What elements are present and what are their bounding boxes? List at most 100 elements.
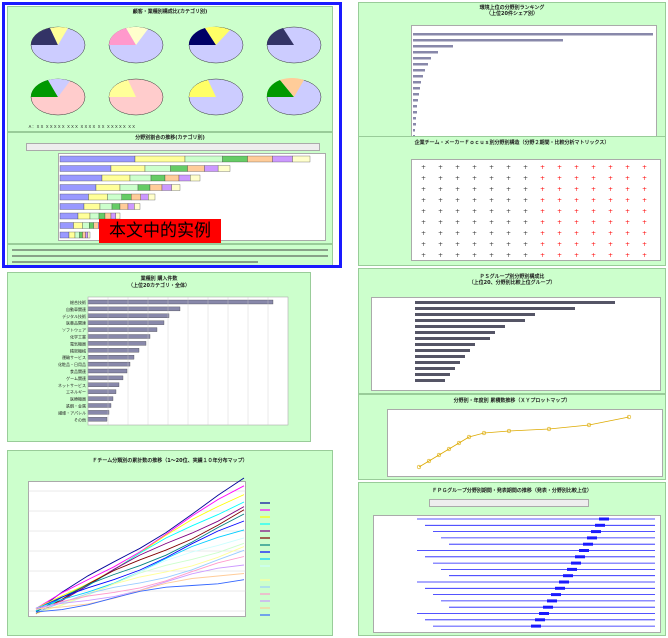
mixed-bar	[415, 355, 465, 358]
matrix-marker: +	[642, 241, 647, 248]
matrix-marker: +	[489, 197, 494, 204]
matrix-marker: +	[523, 208, 528, 215]
matrix-marker: +	[608, 208, 613, 215]
mixed-bar	[415, 343, 475, 346]
gantt-marker	[595, 524, 605, 527]
gantt-marker	[579, 549, 589, 552]
matrix-marker: +	[608, 219, 613, 226]
matrix-marker: +	[574, 197, 579, 204]
ranking-label: 鉄鋼・金属	[66, 403, 86, 409]
ranking-bar	[88, 404, 111, 408]
mixed-bar	[415, 307, 575, 310]
matrix-marker: +	[472, 219, 477, 226]
matrix-marker: +	[574, 186, 579, 193]
gantt-marker	[535, 618, 545, 621]
matrix-marker: +	[455, 175, 460, 182]
matrix-marker: +	[523, 197, 528, 204]
matrix-marker: +	[591, 252, 596, 259]
ranking-bar	[88, 335, 150, 339]
matrix-marker: +	[608, 186, 613, 193]
matrix-marker: +	[557, 186, 562, 193]
right-ranking-bar	[413, 51, 438, 54]
matrix-marker: +	[506, 164, 511, 171]
matrix-marker: +	[591, 164, 596, 171]
matrix-marker: +	[472, 164, 477, 171]
matrix-marker: +	[489, 252, 494, 259]
matrix-marker: +	[489, 219, 494, 226]
matrix-marker: +	[455, 164, 460, 171]
matrix-marker: +	[506, 208, 511, 215]
ranking-label: ゲーム関連	[66, 375, 86, 381]
ranking-label: 自動車関連	[66, 306, 86, 312]
matrix-marker: +	[574, 230, 579, 237]
matrix-marker: +	[455, 230, 460, 237]
ranking-bar	[88, 355, 134, 359]
matrix-marker: +	[591, 241, 596, 248]
mixed-bar	[415, 319, 525, 322]
matrix-marker: +	[523, 175, 528, 182]
ranking-label: 医療機器	[70, 396, 86, 402]
matrix-marker: +	[625, 219, 630, 226]
ranking-bar	[88, 376, 123, 380]
ranking-panel: 業種別 購入件数 （上位20カテゴリ・全体） 総合技術自動車関連デジタル技術医薬…	[7, 272, 311, 442]
matrix-marker: +	[472, 175, 477, 182]
right-ranking-bar	[413, 39, 563, 42]
matrix-marker: +	[574, 219, 579, 226]
matrix-marker: +	[438, 197, 443, 204]
ranking-bar	[88, 369, 127, 373]
matrix-marker: +	[574, 208, 579, 215]
matrix-marker: +	[557, 230, 562, 237]
scatter-panel: 分野別・年度別 累積数推移（ＸＹプロットマップ）	[358, 394, 666, 480]
gantt-bars	[359, 483, 666, 636]
matrix-marker: +	[608, 241, 613, 248]
mixed-chart-panel: ＰＳグループ別分野別構成比 （上位20、分野別比較上位グループ）	[358, 268, 666, 394]
matrix-marker: +	[540, 252, 545, 259]
ranking-label: 化粧品・日用品	[58, 361, 86, 367]
right-ranking-bar	[413, 63, 428, 66]
matrix-marker: +	[438, 230, 443, 237]
matrix-marker: +	[438, 208, 443, 215]
matrix-marker: +	[642, 219, 647, 226]
matrix-marker: +	[523, 252, 528, 259]
ranking-bar	[88, 390, 116, 394]
ranking-bar	[88, 383, 119, 387]
matrix-marker: +	[557, 219, 562, 226]
ranking-label: 医薬品関連	[66, 320, 86, 326]
matrix-marker: +	[455, 186, 460, 193]
ranking-label: ソフトウェア	[62, 327, 86, 333]
matrix-marker: +	[438, 186, 443, 193]
matrix-marker: +	[472, 197, 477, 204]
line-chart-panel: Ｆチーム分類別の累計数の推移（1〜20位、実績１０年分布マップ）	[7, 450, 333, 636]
matrix-marker: +	[523, 241, 528, 248]
ranking-bar	[88, 321, 164, 325]
matrix-marker: +	[489, 241, 494, 248]
matrix-marker: +	[574, 252, 579, 259]
gantt-marker	[551, 593, 561, 596]
matrix-marker: +	[591, 230, 596, 237]
right-ranking-bar	[413, 81, 421, 84]
matrix-marker: +	[608, 197, 613, 204]
mixed-bars	[359, 269, 666, 394]
mixed-bar	[415, 373, 450, 376]
matrix-marker: +	[523, 230, 528, 237]
matrix-marker: +	[438, 241, 443, 248]
mixed-bar	[415, 301, 615, 304]
matrix-marker: +	[625, 241, 630, 248]
mixed-bar	[415, 313, 535, 316]
mixed-bar	[415, 367, 455, 370]
ranking-bar	[88, 417, 107, 421]
matrix-marker: +	[642, 175, 647, 182]
scatter-path	[359, 395, 666, 480]
mixed-bar	[415, 361, 460, 364]
right-ranking-bar	[413, 111, 417, 114]
mixed-bar	[415, 325, 505, 328]
right-ranking-bar	[413, 75, 423, 78]
ranking-bar	[88, 410, 109, 414]
matrix-marker: +	[455, 197, 460, 204]
ranking-bar	[88, 314, 169, 318]
right-ranking-bar	[413, 33, 653, 36]
matrix-panel: 企業チーム・メーカーＦｏｃｕｓ別分野別構造（分野２期間・比較分析マトリックス） …	[358, 136, 666, 266]
example-stamp-label: 本文中的实例	[99, 219, 221, 243]
ranking-bar	[88, 397, 113, 401]
matrix-marker: +	[625, 197, 630, 204]
